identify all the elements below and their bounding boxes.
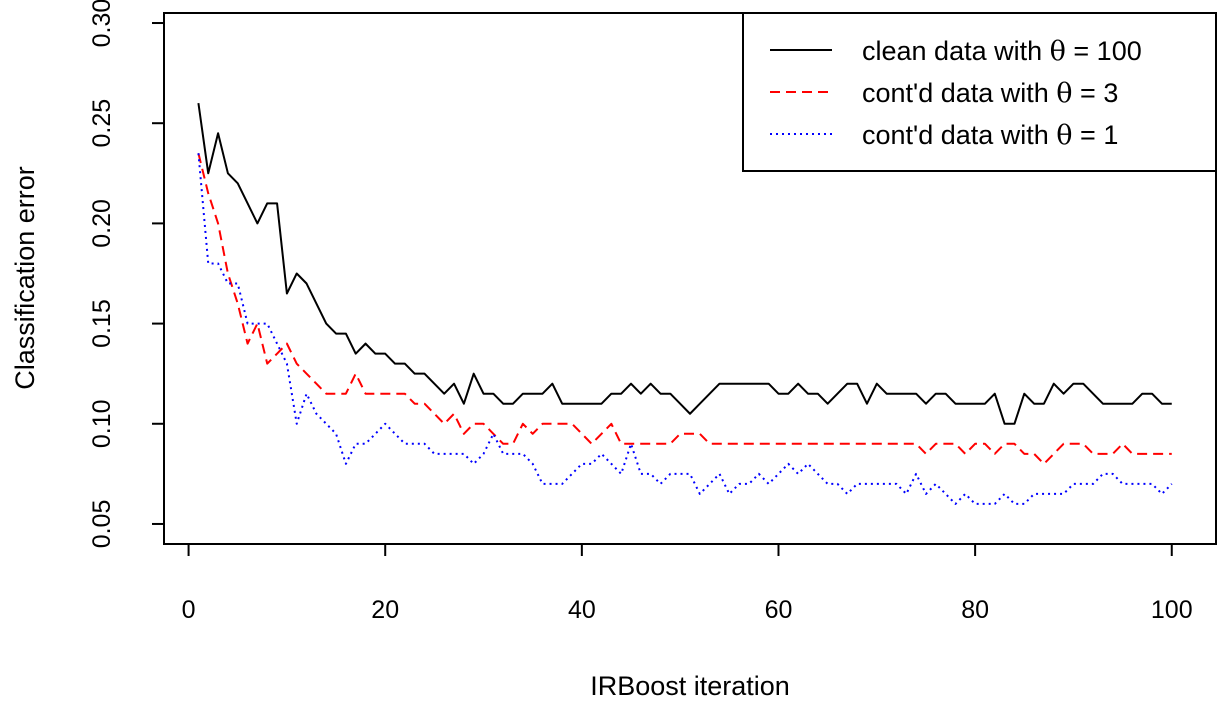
legend-equals-symbol: =	[1066, 36, 1097, 66]
legend-theta-value: 100	[1097, 36, 1142, 66]
series-line-1	[197, 103, 1172, 425]
legend-equals-symbol: =	[1073, 78, 1104, 108]
y-tick-label: 0.20	[88, 199, 116, 248]
x-tick-label: 60	[765, 596, 793, 624]
y-axis: 0.05 0.10 0.15 0.20 0.25 0.30	[88, 0, 165, 549]
series-line-2	[197, 153, 1172, 465]
legend: clean data with θ = 100 cont'd data with …	[742, 12, 1217, 172]
x-axis: 0 20 40 60 80 100	[182, 543, 1193, 624]
legend-theta-symbol: θ	[1050, 36, 1066, 67]
x-tick-label: 0	[182, 596, 196, 624]
legend-theta-symbol: θ	[1056, 78, 1072, 109]
legend-theta-value: 1	[1103, 120, 1118, 150]
y-axis-label: Classification error	[10, 166, 40, 390]
x-axis-label: IRBoost iteration	[590, 671, 790, 701]
x-tick-label: 20	[371, 596, 399, 624]
y-tick-label: 0.15	[88, 299, 116, 348]
legend-label-2: cont'd data with θ = 3	[862, 78, 1118, 109]
y-tick-label: 0.10	[88, 399, 116, 448]
legend-label-1: clean data with θ = 100	[862, 36, 1142, 67]
x-tick-label: 40	[568, 596, 596, 624]
legend-label-text: cont'd data with	[862, 120, 1056, 150]
series-line-3	[197, 153, 1173, 505]
x-tick-label: 100	[1151, 596, 1193, 624]
legend-theta-value: 3	[1103, 78, 1118, 108]
x-tick-label: 80	[961, 596, 989, 624]
legend-label-3: cont'd data with θ = 1	[862, 120, 1118, 151]
legend-label-text: clean data with	[862, 36, 1050, 66]
legend-theta-symbol: θ	[1056, 120, 1072, 151]
y-tick-label: 0.30	[88, 0, 116, 47]
series-layer	[197, 103, 1173, 505]
legend-label-text: cont'd data with	[862, 78, 1056, 108]
y-tick-label: 0.25	[88, 99, 116, 148]
legend-equals-symbol: =	[1073, 120, 1104, 150]
y-tick-label: 0.05	[88, 500, 116, 549]
